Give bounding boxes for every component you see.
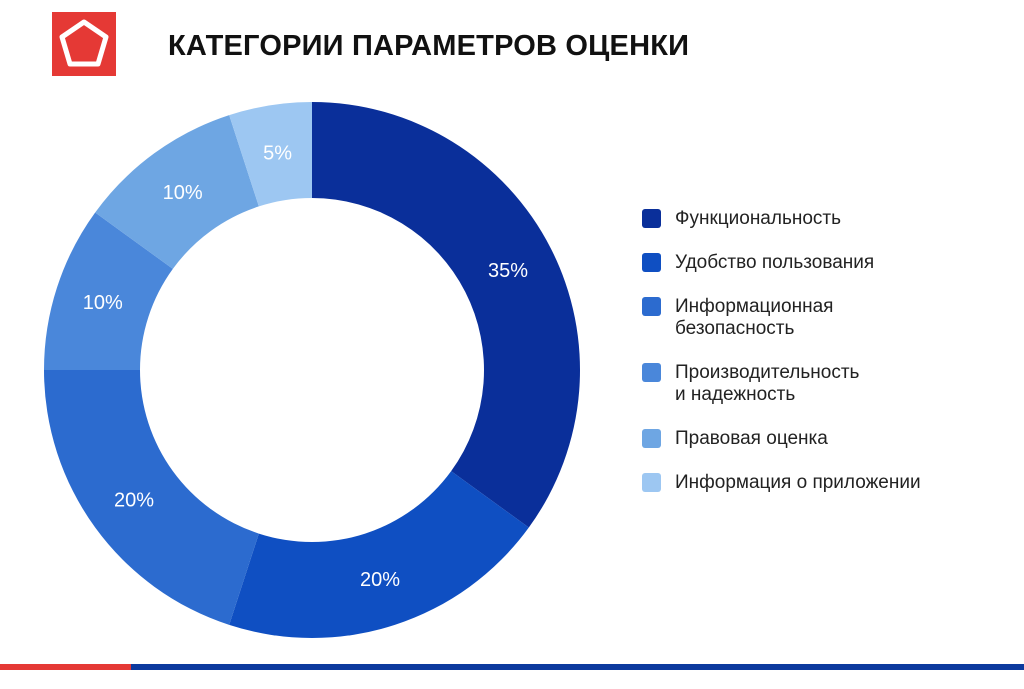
legend-swatch [642,209,661,228]
donut-segment [229,471,529,638]
chart-legend: Функциональность Удобство пользования Инфо… [642,208,921,516]
donut-segment [44,370,259,625]
legend-label: Удобство пользования [675,252,875,273]
legend-swatch [642,363,661,382]
pentagon-icon [59,19,109,67]
legend-label: Информационная безопасность [675,296,834,339]
legend-label: Функциональность [675,208,842,229]
footer-bar-blue [131,664,1024,670]
legend-item: Информация о приложении [642,472,921,494]
legend-item: Информационная безопасность [642,296,921,340]
donut-segment [95,115,259,269]
footer-bar-red [0,664,131,670]
legend-swatch [642,429,661,448]
legend-label: Производительность и надежность [675,362,860,405]
segment-label: 20% [360,569,400,591]
segment-label: 10% [83,292,123,314]
legend-swatch [642,297,661,316]
page-title: КАТЕГОРИИ ПАРАМЕТРОВ ОЦЕНКИ [168,30,690,62]
legend-item: Функциональность [642,208,921,230]
donut-segment [312,102,580,528]
segment-label: 10% [163,182,203,204]
donut-segment [44,212,173,370]
segment-label: 35% [488,260,528,282]
legend-item: Правовая оценка [642,428,921,450]
segment-label: 5% [263,143,292,165]
legend-label: Информация о приложении [675,472,921,493]
donut-segment [229,102,312,207]
legend-swatch [642,473,661,492]
legend-swatch [642,253,661,272]
legend-item: Удобство пользования [642,252,921,274]
segment-label: 20% [114,489,154,511]
legend-label: Правовая оценка [675,428,828,449]
logo [52,12,116,76]
legend-item: Производительность и надежность [642,362,921,406]
